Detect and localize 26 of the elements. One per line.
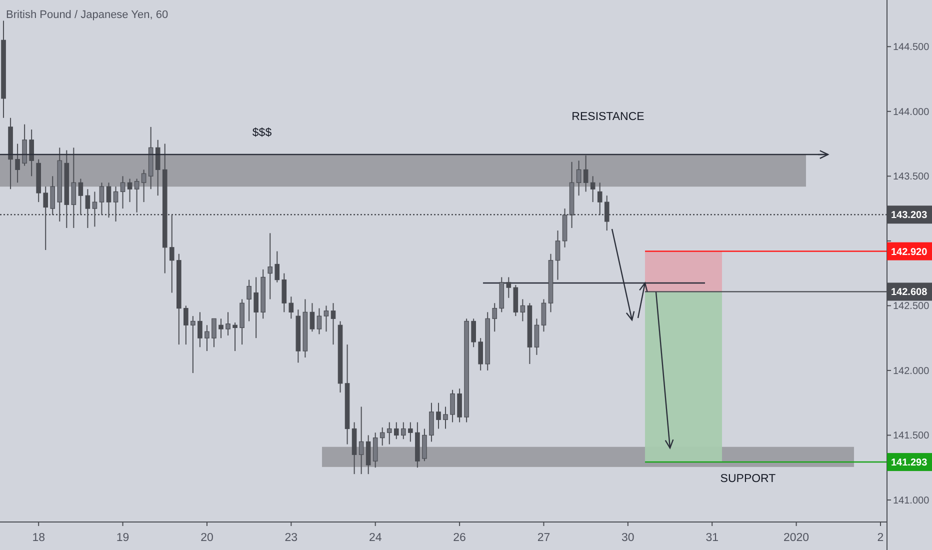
x-tick-label: 19 [116,532,130,544]
annotation: RESISTANCE [572,111,645,123]
y-tick-label: 141.000 [893,495,930,506]
x-tick-label: 18 [32,532,45,544]
ref-line-label: 143.203 [891,210,928,222]
annotation: SUPPORT [720,473,776,485]
y-tick-label: 143.500 [893,172,930,183]
x-tick-label: 2 [877,532,884,544]
y-tick-label: 144.500 [893,42,930,54]
x-tick-label: 23 [284,532,298,544]
text: British Pound / Japanese Yen, 60 [6,9,168,21]
x-tick-label: 31 [706,532,719,544]
ref-line-label: 141.293 [891,458,928,469]
x-tick-label: 26 [453,532,466,544]
ref-line-label: 142.608 [891,287,928,298]
x-tick-label: 2020 [784,532,810,544]
annotation: $$$ [252,127,272,139]
x-tick-label: 20 [200,532,214,544]
ref-line-label: 142.920 [891,246,928,258]
y-tick-label: 141.500 [893,430,930,442]
y-tick-label: 142.500 [893,301,930,312]
x-tick-label: 27 [537,532,550,544]
x-tick-label: 30 [622,532,634,544]
x-tick-label: 24 [368,532,382,544]
y-tick-label: 144.000 [893,106,930,118]
y-tick-label: 142.000 [893,366,930,377]
